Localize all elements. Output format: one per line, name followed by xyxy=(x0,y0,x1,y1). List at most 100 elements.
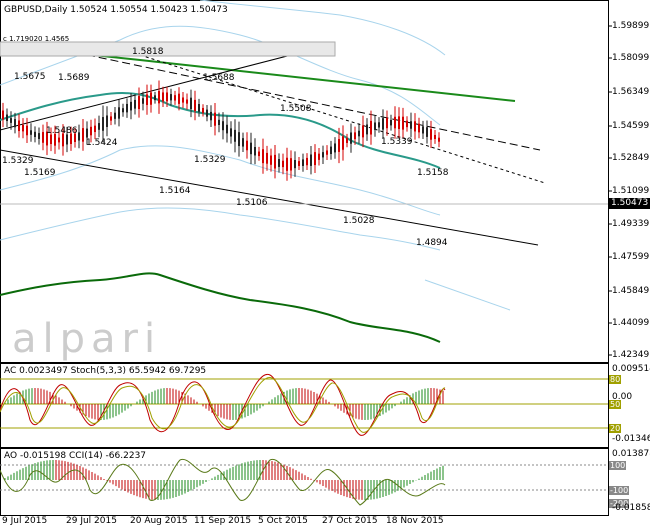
channel-lines xyxy=(0,44,546,246)
candle-body xyxy=(406,120,408,128)
candle-body xyxy=(310,154,312,166)
candle-body xyxy=(318,153,320,160)
candle-body xyxy=(214,112,216,126)
stoch-main-line xyxy=(0,373,446,436)
candle-body xyxy=(82,128,84,142)
candle-body xyxy=(286,157,288,171)
candle-body xyxy=(198,104,200,112)
osc-axis-zero: 0.00 xyxy=(612,392,633,402)
candle-body xyxy=(322,152,324,158)
candle-body xyxy=(378,122,380,128)
candle-body xyxy=(94,125,96,133)
date-tick: 27 Oct 2015 xyxy=(322,516,378,526)
price-label: 1.5688 xyxy=(203,73,235,83)
candle-body xyxy=(106,115,108,127)
candle-body xyxy=(366,124,368,135)
candle-body xyxy=(158,91,160,104)
candle-body xyxy=(330,146,332,155)
candle-body xyxy=(278,159,280,167)
candle-body xyxy=(10,118,12,123)
candle-body xyxy=(422,126,424,134)
candle-body xyxy=(46,131,48,146)
candle-body xyxy=(190,97,192,110)
price-tick: 1.54599 xyxy=(612,121,650,131)
cci-line xyxy=(0,458,446,506)
date-tick: 29 Jul 2015 xyxy=(66,516,117,526)
ao-axis-bottom: -0.018587 xyxy=(612,503,650,513)
stoch-level-80: 80 xyxy=(609,375,622,384)
candle-body xyxy=(178,93,180,104)
candle-body xyxy=(66,134,68,145)
price-label: 1.5675 xyxy=(14,72,46,82)
upper-band xyxy=(0,0,446,216)
candle-body xyxy=(206,109,208,117)
candle-body xyxy=(62,133,64,147)
candle-body xyxy=(18,120,20,132)
price-label: 1.5486 xyxy=(46,126,78,136)
date-tick: 9 Jul 2015 xyxy=(2,516,48,526)
candle-body xyxy=(418,123,420,133)
stoch-levels xyxy=(0,378,608,429)
candle-body xyxy=(170,94,172,101)
candle-body xyxy=(282,160,284,168)
candle-body xyxy=(90,126,92,136)
candle-body xyxy=(174,95,176,101)
candle-body xyxy=(222,121,224,131)
candle-body xyxy=(362,125,364,138)
ao-axis-top: 0.013878 xyxy=(612,449,650,459)
candle-body xyxy=(146,94,148,105)
candle-body xyxy=(134,99,136,109)
candle-body xyxy=(398,116,400,130)
candle-body xyxy=(30,130,32,135)
osc-pane-title: AC 0.0023497 Stoch(5,3,3) 65.5942 69.729… xyxy=(4,366,207,376)
price-tick: 1.45849 xyxy=(612,286,650,296)
candle-body xyxy=(314,152,316,166)
candle-body xyxy=(426,127,428,137)
candle-body xyxy=(326,150,328,155)
candle-body xyxy=(186,99,188,104)
stoch-signal-line xyxy=(0,377,446,433)
candle-body xyxy=(230,128,232,137)
candle-body xyxy=(386,118,388,129)
stoch-level-50: 50 xyxy=(609,400,622,409)
candle-body xyxy=(54,133,56,146)
candle-body xyxy=(262,149,264,164)
price-label: 1.5508 xyxy=(280,104,312,114)
price-label: 1.5689 xyxy=(58,73,90,83)
candle-body xyxy=(110,116,112,121)
candle-body xyxy=(238,132,240,147)
candle-body xyxy=(38,133,40,139)
candle-body xyxy=(242,138,244,147)
price-label: 1.5164 xyxy=(159,186,191,196)
date-tick: 18 Nov 2015 xyxy=(386,516,444,526)
candle-body xyxy=(202,107,204,113)
long-ma-line xyxy=(0,272,441,343)
price-label: 1.5424 xyxy=(86,138,118,148)
price-label: 1.5818 xyxy=(132,47,164,57)
candle-body xyxy=(394,116,396,129)
candle-body xyxy=(402,116,404,130)
candle-body xyxy=(6,114,8,121)
candle-body xyxy=(26,125,28,136)
candle-body xyxy=(246,140,248,151)
date-tick: 20 Aug 2015 xyxy=(130,516,188,526)
candle-body xyxy=(434,134,436,139)
candle-body xyxy=(410,121,412,129)
price-label: 1.5028 xyxy=(343,216,375,226)
candle-body xyxy=(182,97,184,103)
price-tick: 1.47599 xyxy=(612,252,650,262)
candle-body xyxy=(346,138,348,143)
candle-body xyxy=(414,121,416,132)
price-tick: 1.44099 xyxy=(612,318,650,328)
candle-body xyxy=(270,155,272,165)
candle-body xyxy=(162,92,164,102)
candle-body xyxy=(226,124,228,134)
candle-body xyxy=(438,137,440,142)
candle-body xyxy=(254,147,256,156)
watermark-logo: alpari xyxy=(12,316,161,362)
price-label: 1.5339 xyxy=(381,137,413,147)
candle-body xyxy=(234,129,236,142)
candle-body xyxy=(382,118,384,130)
candle-body xyxy=(334,143,336,153)
